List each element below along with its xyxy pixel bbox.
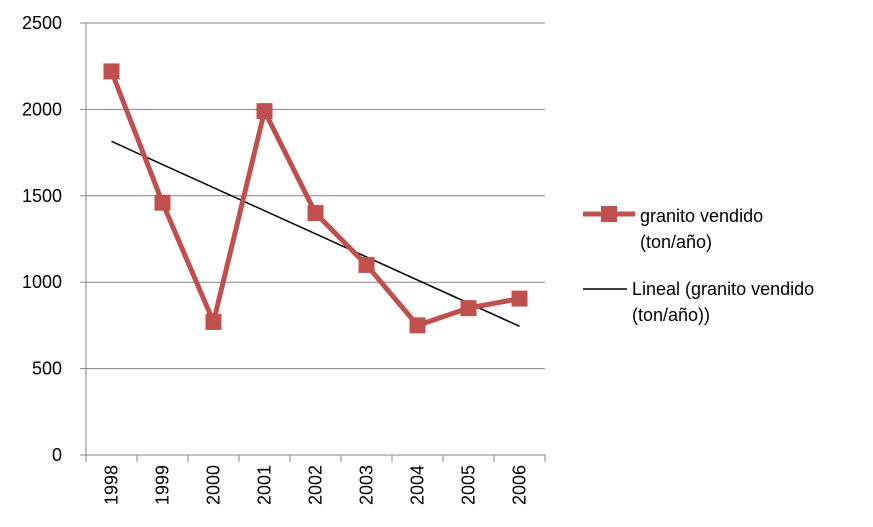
x-tick-label-2002: 2002 xyxy=(306,465,326,505)
legend-marker-granito xyxy=(601,206,617,222)
data-point-2000 xyxy=(205,313,222,330)
y-axis-ticks: 0 500 1000 1500 2000 2500 xyxy=(22,13,86,465)
y-tick-label-1500: 1500 xyxy=(22,186,62,206)
trendline-group xyxy=(111,140,520,327)
data-point-2004 xyxy=(409,317,426,334)
legend-label-lineal-line1: Lineal (granito vendido xyxy=(632,279,815,299)
x-tick-label-2006: 2006 xyxy=(510,465,530,505)
data-point-2003 xyxy=(358,256,375,273)
data-point-1998 xyxy=(103,63,120,80)
axes xyxy=(85,23,545,456)
legend-label-granito-line1: granito vendido xyxy=(640,206,764,226)
y-tick-label-2000: 2000 xyxy=(22,99,62,119)
legend-label-granito-line2: (ton/año) xyxy=(640,232,713,252)
data-point-2002 xyxy=(307,205,324,222)
y-tick-label-1000: 1000 xyxy=(22,272,62,292)
y-tick-label-500: 500 xyxy=(32,359,62,379)
series-group xyxy=(103,63,528,334)
x-tick-label-2001: 2001 xyxy=(255,465,275,505)
legend-entry-lineal: Lineal (granito vendido (ton/año)) xyxy=(632,276,814,328)
x-tick-label-2003: 2003 xyxy=(357,465,377,505)
x-tick-label-1999: 1999 xyxy=(153,465,173,505)
x-tick-label-2005: 2005 xyxy=(459,465,479,505)
x-tick-label-2000: 2000 xyxy=(204,465,224,505)
legend-marks xyxy=(583,206,635,290)
data-point-2005 xyxy=(460,300,477,317)
legend-entry-granito: granito vendido (ton/año) xyxy=(640,203,763,255)
legend-label-lineal-line2: (ton/año)) xyxy=(632,305,711,325)
y-tick-label-2500: 2500 xyxy=(22,13,62,33)
x-tick-label-2004: 2004 xyxy=(408,465,428,505)
x-axis-ticks: 1998 1999 2000 2001 2002 2003 2004 2005 2006 xyxy=(85,455,546,505)
data-point-1999 xyxy=(154,194,171,211)
data-point-2001 xyxy=(256,103,273,120)
trendline xyxy=(111,140,520,327)
x-tick-label-1998: 1998 xyxy=(102,465,122,505)
y-tick-label-0: 0 xyxy=(52,445,62,465)
data-point-2006 xyxy=(511,290,528,307)
